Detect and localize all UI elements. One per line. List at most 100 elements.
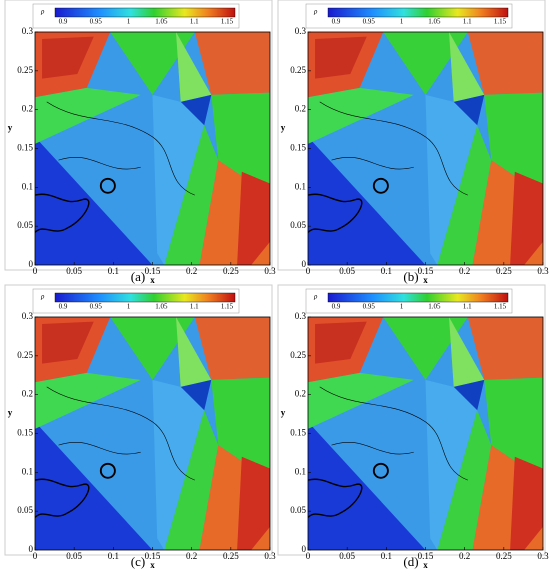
y-tick-label: 0.15 (17, 143, 33, 153)
y-tick-label: 0 (302, 544, 307, 554)
x-tick-label: 0 (306, 551, 311, 561)
x-axis-title: x (423, 275, 428, 285)
panel-label: (b) (403, 269, 418, 284)
x-tick-label: 0.1 (108, 266, 119, 276)
colorbar-tick-label: 1 (127, 303, 131, 311)
x-tick-label: 0.15 (145, 551, 161, 561)
density-field (308, 32, 543, 265)
x-tick-label: 0.15 (145, 266, 161, 276)
y-tick-label: 0.1 (22, 181, 33, 191)
colorbar-tick-label: 1.15 (221, 303, 234, 311)
x-tick-label: 0.25 (496, 266, 512, 276)
y-tick-label: 0.05 (290, 220, 306, 230)
colorbar-tick-label: 0.95 (90, 18, 103, 26)
colorbar-title: ρ (40, 8, 45, 16)
colorbar-tick-label: 0.95 (90, 303, 103, 311)
density-field (308, 317, 543, 550)
panel-label: (a) (131, 269, 145, 284)
colorbar-tick-label: 1.1 (463, 303, 472, 311)
y-tick-label: 0 (29, 544, 34, 554)
y-tick-label: 0 (302, 259, 307, 269)
panel-frame (4, 0, 273, 271)
y-tick-label: 0.3 (295, 26, 307, 36)
x-tick-label: 0 (306, 266, 311, 276)
panel-label: (d) (403, 554, 418, 569)
y-tick-label: 0.2 (22, 104, 33, 114)
y-tick-label: 0.25 (290, 65, 306, 75)
colorbar-tick-label: 1.05 (428, 18, 441, 26)
colorbar-tick-label: 1 (400, 18, 404, 26)
y-tick-label: 0.1 (295, 181, 306, 191)
y-tick-label: 0.25 (17, 65, 33, 75)
x-tick-label: 0.15 (418, 551, 434, 561)
x-tick-label: 0.3 (264, 551, 276, 561)
y-tick-label: 0.3 (22, 26, 34, 36)
y-tick-label: 0.2 (295, 104, 306, 114)
colorbar-tick-label: 1.15 (494, 18, 507, 26)
x-tick-label: 0.3 (537, 551, 549, 561)
colorbar-tick-label: 0.9 (59, 303, 68, 311)
y-tick-label: 0.25 (17, 350, 33, 360)
y-axis-title: y (8, 123, 13, 133)
y-tick-label: 0.05 (17, 505, 33, 515)
y-tick-label: 0.15 (290, 428, 306, 438)
y-tick-label: 0.2 (22, 389, 33, 399)
y-tick-label: 0.05 (17, 220, 33, 230)
colorbar-tick-label: 0.9 (332, 303, 341, 311)
colorbar-tick-label: 1.05 (155, 18, 168, 26)
x-tick-label: 0.05 (66, 551, 82, 561)
colorbar-tick-label: 0.9 (332, 18, 341, 26)
x-tick-label: 0.25 (496, 551, 512, 561)
x-axis-title: x (150, 560, 155, 569)
colorbar-tick-label: 1.1 (463, 18, 472, 26)
y-tick-label: 0.1 (22, 466, 33, 476)
y-tick-label: 0.25 (290, 350, 306, 360)
x-tick-label: 0 (33, 266, 38, 276)
x-tick-label: 0.25 (223, 266, 239, 276)
y-axis-title: y (281, 123, 286, 133)
x-axis-title: x (150, 275, 155, 285)
y-tick-label: 0.2 (295, 389, 306, 399)
x-tick-label: 0.05 (339, 551, 355, 561)
y-tick-label: 0.15 (290, 143, 306, 153)
x-tick-label: 0.05 (66, 266, 82, 276)
colorbar (327, 7, 509, 18)
colorbar-tick-label: 1 (400, 303, 404, 311)
colorbar-title: ρ (313, 293, 318, 301)
colorbar-tick-label: 1.1 (190, 303, 199, 311)
x-tick-label: 0.15 (418, 266, 434, 276)
y-tick-label: 0.3 (22, 311, 34, 321)
x-tick-label: 0.05 (339, 266, 355, 276)
density-field (35, 317, 270, 550)
x-axis-title: x (423, 560, 428, 569)
density-field (35, 32, 270, 265)
panel-frame (277, 284, 546, 556)
colorbar-title: ρ (40, 293, 45, 301)
colorbar-tick-label: 1.15 (494, 303, 507, 311)
y-axis-title: y (281, 408, 286, 418)
y-tick-label: 0.05 (290, 505, 306, 515)
x-tick-label: 0.3 (264, 266, 276, 276)
x-tick-label: 0.2 (186, 266, 197, 276)
colorbar-tick-label: 1.1 (190, 18, 199, 26)
panel-frame (4, 284, 273, 556)
x-tick-label: 0.2 (186, 551, 197, 561)
colorbar-tick-label: 0.9 (59, 18, 68, 26)
x-tick-label: 0.3 (537, 266, 549, 276)
colorbar-tick-label: 1.05 (155, 303, 168, 311)
x-tick-label: 0.1 (381, 266, 392, 276)
x-tick-label: 0.2 (459, 551, 470, 561)
x-tick-label: 0.1 (381, 551, 392, 561)
colorbar-tick-label: 1.05 (428, 303, 441, 311)
x-tick-label: 0.25 (223, 551, 239, 561)
x-tick-label: 0.2 (459, 266, 470, 276)
colorbar-tick-label: 1.15 (221, 18, 234, 26)
y-axis-title: y (8, 408, 13, 418)
colorbar-title: ρ (313, 8, 318, 16)
colorbar (54, 292, 236, 303)
x-tick-label: 0 (33, 551, 38, 561)
y-tick-label: 0 (29, 259, 34, 269)
y-tick-label: 0.15 (17, 428, 33, 438)
